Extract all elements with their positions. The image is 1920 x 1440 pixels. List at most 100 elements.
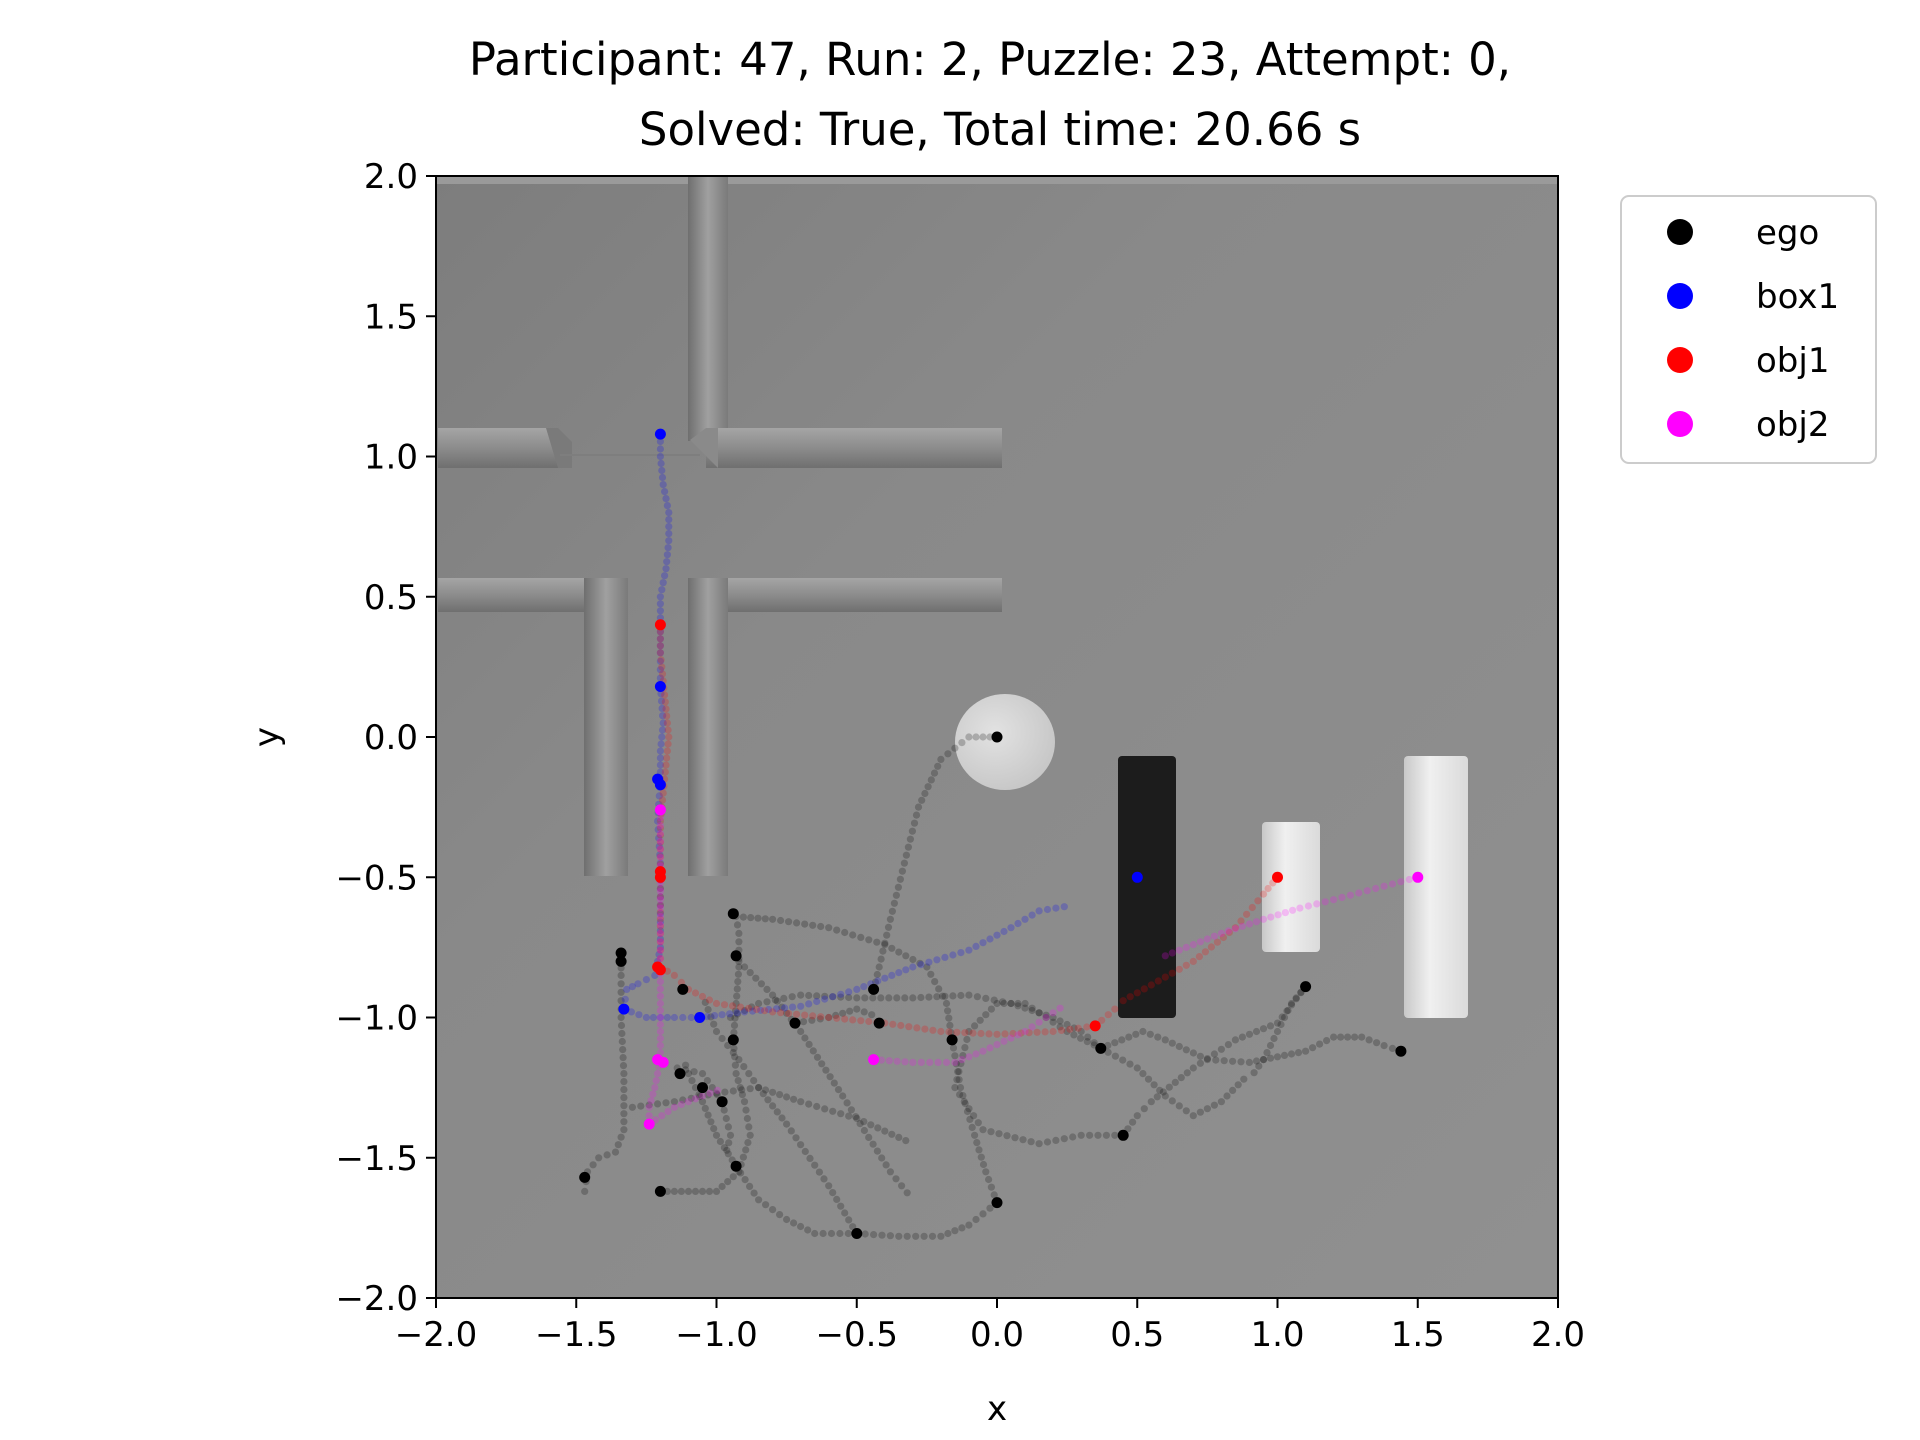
ego-trail-point	[881, 939, 889, 947]
box1-trail-point	[656, 642, 665, 650]
box1-trail-point	[1060, 903, 1068, 911]
box1-point	[618, 1003, 630, 1015]
ego-trail-point	[1035, 1009, 1043, 1017]
ego-trail-point	[620, 1102, 628, 1110]
ego-trail-point	[874, 1124, 882, 1132]
ego-trail-point	[1069, 1133, 1077, 1141]
ego-trail-point	[1129, 1118, 1137, 1126]
box1-trail-point	[658, 733, 666, 741]
ego-trail-point	[927, 970, 935, 978]
ego-trail-point	[973, 993, 982, 1001]
box1-trail-point	[659, 481, 667, 489]
obj2-trail-point	[684, 1098, 693, 1106]
obj1-trail-point	[825, 1013, 833, 1022]
ego-trail-point	[619, 1062, 628, 1070]
ego-trail-point	[826, 1073, 834, 1081]
obj2-trail-point	[656, 938, 665, 946]
obj1-trail-point	[1074, 1024, 1082, 1032]
obj1-trail-point	[905, 1023, 913, 1031]
ego-trail-point	[687, 1094, 695, 1102]
ego-trail-point	[1003, 1132, 1011, 1140]
wall-corner-upper	[690, 428, 718, 468]
ego-trail-point	[987, 1128, 995, 1136]
ego-trail-point	[783, 1093, 791, 1101]
obj2-trail-point	[979, 1047, 987, 1055]
box1-trail-point	[874, 977, 882, 985]
obj1-trail-point	[1017, 1029, 1025, 1037]
ego-trail-point	[704, 1006, 712, 1014]
obj2-trail-point	[972, 1050, 980, 1058]
ego-trail-point	[1104, 1048, 1112, 1056]
box1-trail-point	[659, 719, 667, 727]
box1-trail-point	[655, 834, 663, 842]
ego-trail-point	[1220, 1057, 1228, 1065]
ego-trail-point	[723, 1146, 731, 1154]
ego-trail-point	[1042, 1013, 1050, 1022]
obj2-trail-point	[656, 837, 665, 845]
obj2-trail-point	[1224, 927, 1232, 935]
box1-trail-point	[1035, 907, 1043, 915]
box1-trail-point	[979, 939, 987, 947]
ego-trail-point	[1056, 1017, 1064, 1025]
ego-trail-point	[934, 762, 942, 770]
obj2-trail-point	[656, 921, 665, 929]
obj2-trail-point	[1042, 1013, 1050, 1022]
wall-horizontal-upper-left	[438, 428, 558, 468]
obj2-trail-point	[656, 814, 665, 822]
ego-trail-point	[1237, 1058, 1245, 1066]
ego-trail-point	[735, 938, 743, 946]
ego-trail-point	[757, 980, 766, 988]
obj1-trail-point	[801, 1011, 809, 1019]
ego-trail-point	[1280, 1051, 1289, 1059]
ego-trail-point	[893, 994, 901, 1002]
ego-trail-point	[908, 827, 917, 835]
obj2-trail-point	[656, 946, 665, 954]
ego-trail-point	[813, 992, 821, 1000]
ego-trail-point	[805, 1040, 813, 1048]
ego-trail-point	[1266, 1022, 1275, 1030]
box1-trail-point	[656, 657, 665, 665]
ego-trail-point	[961, 1044, 969, 1052]
obj2-trail-point	[651, 1084, 659, 1092]
ego-trail-point	[856, 1120, 864, 1128]
ego-trail-point	[1077, 1027, 1085, 1036]
ego-trail-point	[738, 1086, 746, 1094]
box1-trail-point	[845, 988, 853, 996]
ego-trail-point	[845, 1112, 853, 1120]
ego-trail-point	[1309, 1044, 1317, 1052]
box1-trail-point	[661, 488, 669, 496]
obj2-trail-point	[1035, 1018, 1043, 1026]
ego-trail-point	[1007, 999, 1015, 1008]
ego-trail	[1147, 989, 1305, 1106]
obj1-trail-point	[656, 955, 665, 963]
ego-trail-point	[1165, 1083, 1173, 1091]
ego-trail-point	[1028, 1004, 1036, 1012]
obj2-trail	[656, 806, 665, 1057]
trajectory-trails	[581, 430, 1413, 1240]
obj2-trail-point	[664, 1107, 672, 1116]
obj2-trail-point	[1380, 882, 1388, 890]
ego-trail-point	[732, 999, 740, 1008]
ego-trail-point	[1252, 1057, 1261, 1065]
ego-trail-point	[951, 1052, 959, 1060]
ego-trail-point	[764, 1096, 772, 1104]
ego-trail-point	[847, 1106, 856, 1114]
obj2-trail-point	[1210, 932, 1218, 940]
ego-trail-point	[1266, 1054, 1275, 1062]
obj1-trail-point	[665, 733, 673, 741]
ego-trail-point	[1278, 1013, 1286, 1021]
obj1-trail-point	[745, 1004, 753, 1012]
obj2-trail	[870, 1004, 1064, 1066]
ego-trail-point	[724, 1150, 732, 1158]
ego-trail-point	[881, 941, 889, 949]
floor-top-band	[436, 176, 1558, 184]
ego-trail-point	[963, 1107, 972, 1116]
ego-trail-point	[741, 963, 749, 971]
x-tick-label: 0.5	[1110, 1315, 1164, 1355]
obj2-trail-point	[656, 955, 665, 963]
ego-trail-point	[617, 971, 625, 980]
obj1-trail-point	[712, 999, 721, 1008]
ego-trail-point	[773, 1108, 781, 1116]
ego-trail-point	[755, 999, 763, 1008]
obj1-trail-point	[736, 1003, 745, 1011]
